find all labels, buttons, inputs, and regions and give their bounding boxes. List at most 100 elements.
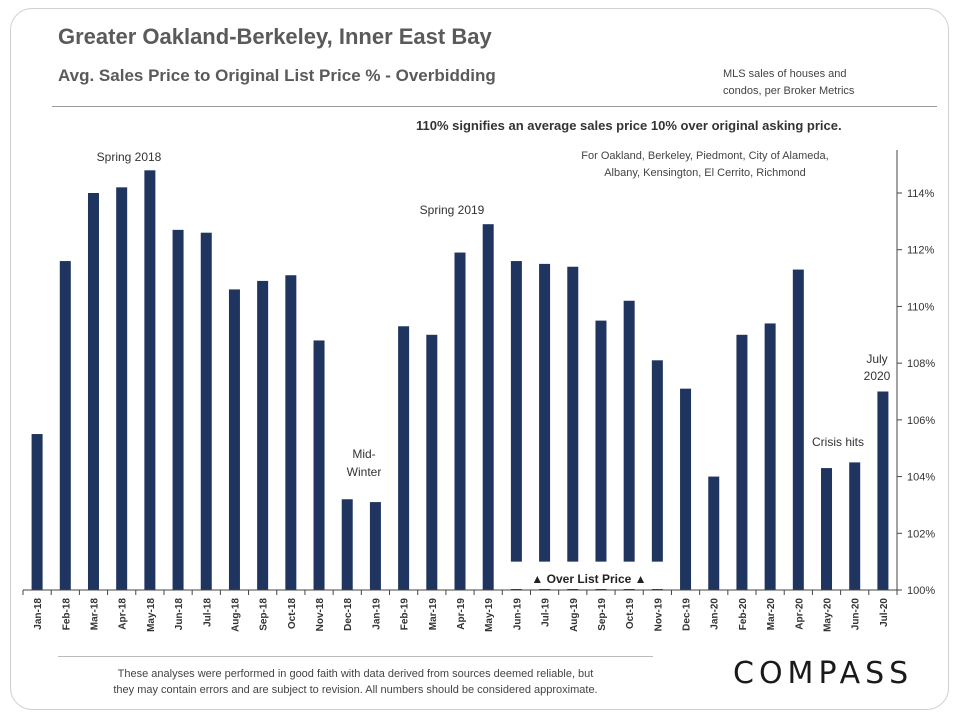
disclaimer-line-1: These analyses were performed in good fa… [117,668,594,680]
x-tick-label: Jan-18 [33,598,44,630]
source-line-2: condos, per Broker Metrics [723,85,855,97]
x-tick-label: Sep-18 [259,598,270,631]
x-tick-label: Apr-18 [118,598,129,630]
x-tick-label: Sep-19 [597,598,608,631]
bar-feb-18 [59,261,71,590]
cities-line-2: Albany, Kensington, El Cerrito, Richmond [604,167,806,179]
bar-jul-19 [539,263,551,590]
annotations-group: Spring 2018 Spring 2019 Mid- Winter Cris… [97,150,891,586]
bar-oct-19 [623,300,635,590]
x-tick-label: Jan-20 [710,598,721,630]
x-tick-label: Jun-19 [512,598,523,631]
bar-sep-19 [595,320,607,590]
bar-aug-18 [228,289,240,590]
x-tick-label: Dec-19 [682,598,693,631]
y-tick-label: 110% [907,301,935,313]
bar-sep-18 [257,280,269,590]
bar-dec-18 [341,499,353,590]
x-tick-label: Jan-19 [371,598,382,630]
y-tick-label: 108% [907,358,935,370]
bars-group [31,170,889,591]
bar-aug-19 [567,266,579,590]
over-list-mask-band [508,561,665,589]
y-tick-label: 112% [907,245,935,257]
bar-jun-18 [172,229,184,590]
annotation-over-list-price: ▲ Over List Price ▲ [531,572,646,586]
annotation-winter: Winter [347,465,382,479]
slide-frame [10,8,949,710]
y-tick-label: 100% [907,585,935,597]
x-tick-label: Mar-19 [428,598,439,631]
annotation-july: July [866,352,887,366]
bar-nov-18 [313,340,325,590]
x-tick-label: Feb-20 [738,598,749,631]
x-tick-label: Apr-20 [794,598,805,630]
y-tick-label: 114% [907,188,935,200]
annotation-crisis-hits: Crisis hits [812,435,864,449]
bar-jun-20 [849,462,861,590]
annotation-mid: Mid- [352,447,375,461]
disclaimer: These analyses were performed in good fa… [58,666,653,698]
x-tick-label: Jun-18 [174,598,185,631]
x-tick-label: May-18 [146,598,157,632]
x-tick-labels: Jan-18 Feb-18 Mar-18 Apr-18 May-18 Jun-18 Jul-… [33,598,890,632]
x-tick-label: May-19 [484,598,495,632]
x-tick-label: Feb-19 [400,598,411,631]
annotation-spring-2018: Spring 2018 [97,150,162,164]
annotation-2020: 2020 [864,369,891,383]
over-list-mask [508,561,665,589]
bar-oct-18 [285,275,297,590]
bar-may-19 [482,224,494,590]
x-tick-label: Feb-18 [61,598,72,631]
chart-subtitle: Avg. Sales Price to Original List Price … [58,66,496,85]
bar-jan-18 [31,434,43,590]
x-tick-label: Oct-18 [287,598,298,630]
bar-jul-18 [200,232,212,590]
x-tick-label: Jun-20 [851,598,862,631]
x-tick-label: Mar-20 [766,598,777,631]
disclaimer-line-2: they may contain errors and are subject … [113,684,598,696]
x-tick-label: Aug-18 [230,598,241,632]
compass-logo: COMPASS [733,656,914,691]
x-tick-label: Nov-19 [653,598,664,632]
axes-group [22,150,902,595]
bar-jul-20 [877,391,889,590]
footer-divider [58,656,653,657]
bar-apr-19 [454,252,466,591]
x-tick-label: Jul-19 [541,598,552,627]
bar-apr-20 [792,269,804,590]
y-tick-label: 104% [907,472,935,484]
bar-mar-20 [764,323,776,590]
bar-may-18 [144,170,156,591]
bar-jun-19 [510,261,522,590]
x-tick-label: Dec-18 [343,598,354,631]
chart-title: Greater Oakland-Berkeley, Inner East Bay [58,24,492,49]
x-tick-label: Apr-19 [456,598,467,630]
explanation-note: 110% signifies an average sales price 10… [416,118,842,133]
bar-feb-19 [398,326,410,590]
cities-note: For Oakland, Berkeley, Piedmont, City of… [540,148,870,182]
bar-feb-20 [736,334,748,590]
x-tick-label: Jul-20 [879,598,890,627]
bar-nov-19 [651,360,663,590]
source-note: MLS sales of houses and condos, per Brok… [723,66,903,100]
bar-mar-19 [426,334,438,590]
bar-dec-19 [680,388,692,590]
bar-mar-18 [87,193,99,590]
source-line-1: MLS sales of houses and [723,68,847,80]
cities-line-1: For Oakland, Berkeley, Piedmont, City of… [581,150,829,162]
y-tick-label: 106% [907,415,935,427]
x-tick-label: Jul-18 [202,598,213,627]
bar-jan-19 [369,502,381,590]
bar-may-20 [821,468,833,590]
header-divider [52,106,937,107]
x-tick-label: Nov-18 [315,598,326,632]
x-tick-label: Oct-19 [625,598,636,630]
bar-apr-18 [116,187,128,591]
x-tick-label: Mar-18 [89,598,100,631]
x-tick-label: Aug-19 [569,598,580,632]
y-tick-label: 102% [907,528,935,540]
annotation-spring-2019: Spring 2019 [420,203,485,217]
x-tick-label: May-20 [823,598,834,632]
